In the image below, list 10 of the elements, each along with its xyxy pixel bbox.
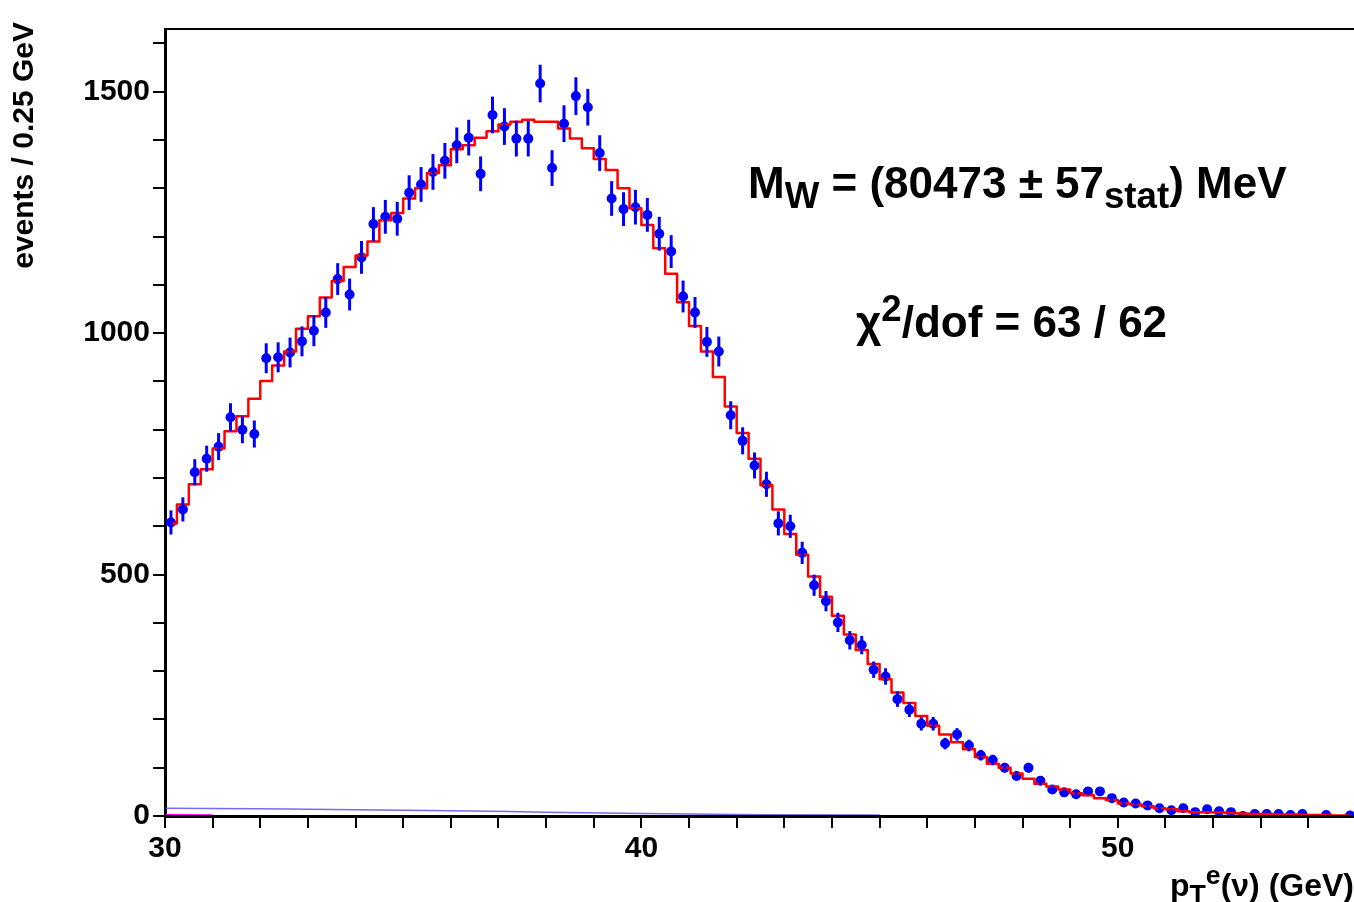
y-tick-label: 1000 <box>83 314 150 348</box>
x-tick-label: 50 <box>1101 830 1135 864</box>
y-tick-label: 0 <box>133 797 150 831</box>
annotation: M$_{W}$ = (80473 ± 57$_{stat}$) MeV <box>748 158 1287 217</box>
x-tick-label: 30 <box>148 830 182 864</box>
y-tick-label: 500 <box>99 555 150 589</box>
x-tick-label: 40 <box>624 830 659 864</box>
annotation: χ$^{2}$/dof = 63 / 62 <box>856 288 1168 347</box>
y-axis-title: events / 0.25 GeV <box>6 22 40 269</box>
y-tick-label: 1500 <box>83 73 150 107</box>
